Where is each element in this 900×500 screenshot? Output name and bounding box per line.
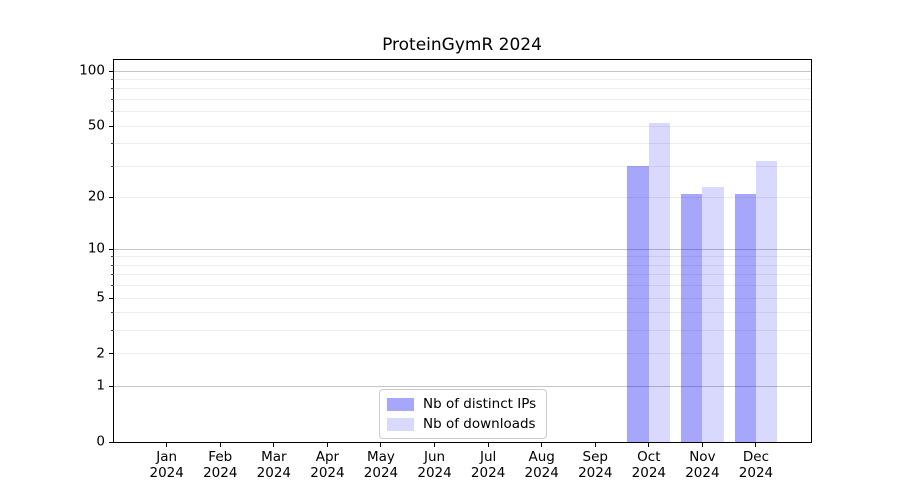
y-gridline-major xyxy=(114,385,811,387)
bar-downloads xyxy=(755,161,778,442)
bar-distinct-ips xyxy=(627,166,649,442)
x-tick-label: Jul 2024 xyxy=(470,449,506,482)
x-tick-label: Dec 2024 xyxy=(738,449,774,482)
x-tick xyxy=(273,442,275,447)
legend-swatch-distinct-ips xyxy=(387,397,414,411)
x-tick-label: Aug 2024 xyxy=(524,449,559,482)
y-gridline-minor xyxy=(114,79,811,81)
y-gridline-minor xyxy=(114,125,811,127)
bar-distinct-ips xyxy=(681,193,703,442)
x-tick-label: Feb 2024 xyxy=(203,449,238,482)
y-gridline-minor xyxy=(114,88,811,90)
x-tick xyxy=(380,442,382,447)
y-tick-minor xyxy=(111,264,114,266)
y-gridline-minor xyxy=(114,165,811,167)
y-tick-label: 50 xyxy=(87,117,105,134)
y-tick-minor xyxy=(111,165,114,167)
y-gridline-minor xyxy=(114,99,811,101)
y-gridline-minor xyxy=(114,274,811,276)
y-gridline-major xyxy=(114,70,811,72)
y-tick-label: 5 xyxy=(96,289,105,306)
y-gridline-minor xyxy=(114,297,811,299)
legend-item-downloads: Nb of downloads xyxy=(387,416,538,432)
y-gridline-minor xyxy=(114,285,811,287)
x-tick xyxy=(487,442,489,447)
y-tick-minor xyxy=(111,143,114,145)
y-tick xyxy=(109,385,114,387)
legend-label-distinct-ips: Nb of distinct IPs xyxy=(423,396,537,412)
y-tick-label: 1 xyxy=(96,377,105,394)
x-tick xyxy=(219,442,221,447)
x-tick xyxy=(326,442,328,447)
y-tick-minor xyxy=(111,111,114,113)
x-tick-label: Oct 2024 xyxy=(631,449,667,482)
y-gridline-minor xyxy=(114,111,811,113)
y-tick-label: 100 xyxy=(79,62,105,79)
x-tick-label: Mar 2024 xyxy=(256,449,292,482)
x-tick-label: Apr 2024 xyxy=(310,449,345,482)
y-gridline-minor xyxy=(114,143,811,145)
x-tick xyxy=(166,442,168,447)
y-tick xyxy=(109,248,114,250)
plot-area: 0 1 2 5 10 20 50 100 Jan 2024 Feb 2024 Mar 2024 Apr 20… xyxy=(79,59,812,481)
y-tick-minor xyxy=(111,285,114,287)
y-gridline-minor xyxy=(114,264,811,266)
x-tick xyxy=(541,442,543,447)
y-tick-label: 20 xyxy=(87,188,105,205)
y-tick xyxy=(109,297,114,299)
x-tick-label: Jun 2024 xyxy=(417,449,452,482)
bar-distinct-ips xyxy=(734,193,756,442)
y-gridline-minor xyxy=(114,330,811,332)
y-tick-minor xyxy=(111,274,114,276)
y-tick-minor xyxy=(111,330,114,332)
x-tick-label: May 2024 xyxy=(363,449,399,482)
y-gridline-minor xyxy=(114,312,811,314)
y-tick xyxy=(109,70,114,72)
x-tick-label: Nov 2024 xyxy=(685,449,720,482)
y-tick-minor xyxy=(111,79,114,81)
x-tick-label: Sep 2024 xyxy=(578,449,613,482)
bar-downloads xyxy=(702,186,724,442)
y-gridline-minor xyxy=(114,256,811,258)
y-tick xyxy=(109,196,114,198)
x-tick-label: Jan 2024 xyxy=(149,449,184,482)
legend-swatch-downloads xyxy=(387,417,414,431)
y-gridline-minor xyxy=(114,196,811,198)
x-tick xyxy=(755,442,757,447)
y-tick-minor xyxy=(111,99,114,101)
legend: Nb of distinct IPs Nb of downloads xyxy=(379,389,547,439)
legend-label-downloads: Nb of downloads xyxy=(423,416,536,432)
chart-title: ProteinGymR 2024 xyxy=(382,35,542,55)
y-tick-label: 10 xyxy=(87,240,105,257)
legend-item-distinct-ips: Nb of distinct IPs xyxy=(387,396,538,412)
x-tick xyxy=(434,442,436,447)
y-tick xyxy=(109,353,114,355)
y-tick xyxy=(109,125,114,127)
x-tick xyxy=(701,442,703,447)
bar-downloads xyxy=(648,123,671,442)
y-tick-minor xyxy=(111,312,114,314)
y-gridline-minor xyxy=(114,353,811,355)
y-tick xyxy=(109,441,114,443)
y-tick-minor xyxy=(111,88,114,90)
y-gridline-major xyxy=(114,248,811,250)
y-tick-minor xyxy=(111,256,114,258)
x-tick xyxy=(594,442,596,447)
y-tick-label: 2 xyxy=(96,344,105,361)
y-tick-label: 0 xyxy=(96,433,105,450)
x-tick xyxy=(648,442,650,447)
